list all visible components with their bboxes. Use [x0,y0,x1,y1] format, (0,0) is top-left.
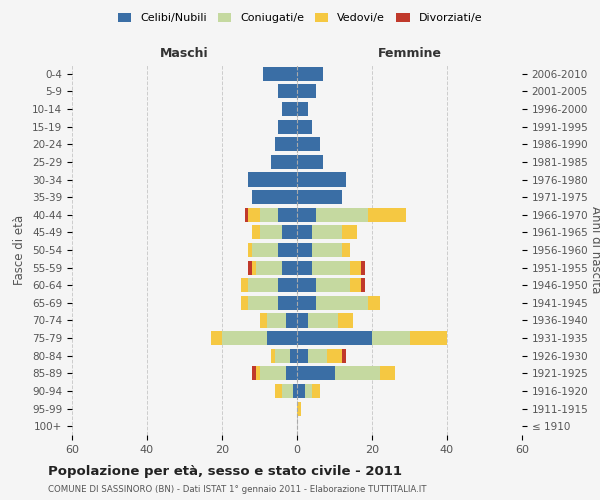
Bar [316,296,368,310]
Bar [342,348,346,363]
Text: Maschi: Maschi [160,46,209,60]
Bar [342,226,357,239]
Bar [290,348,297,363]
Bar [297,208,316,222]
Bar [241,278,248,292]
Bar [293,384,297,398]
Bar [297,155,323,169]
Bar [222,331,267,345]
Bar [252,190,297,204]
Bar [252,226,260,239]
Bar [372,331,409,345]
Bar [245,208,248,222]
Bar [308,348,327,363]
Bar [297,348,308,363]
Bar [260,366,286,380]
Bar [297,102,308,116]
Text: Femmine: Femmine [377,46,442,60]
Bar [267,331,297,345]
Bar [260,208,278,222]
Bar [248,172,297,186]
Bar [256,366,260,380]
Bar [335,366,380,380]
Bar [297,402,301,415]
Bar [297,314,308,328]
Bar [282,102,297,116]
Bar [297,190,342,204]
Bar [275,348,290,363]
Y-axis label: Fasce di età: Fasce di età [13,215,26,285]
Bar [260,314,267,328]
Bar [252,260,256,274]
Bar [316,278,349,292]
Bar [380,366,395,380]
Bar [211,331,222,345]
Bar [252,243,278,257]
Bar [252,366,256,380]
Bar [327,348,342,363]
Bar [275,137,297,152]
Bar [260,226,282,239]
Bar [297,120,312,134]
Bar [278,84,297,98]
Bar [297,67,323,81]
Y-axis label: Anni di nascita: Anni di nascita [589,206,600,294]
Bar [342,243,349,257]
Bar [271,155,297,169]
Bar [278,243,297,257]
Bar [409,331,447,345]
Bar [297,366,335,380]
Bar [361,260,365,274]
Bar [282,226,297,239]
Bar [312,226,342,239]
Bar [297,243,312,257]
Bar [267,314,286,328]
Bar [241,296,248,310]
Bar [297,172,346,186]
Bar [278,208,297,222]
Bar [278,278,297,292]
Bar [297,260,312,274]
Bar [297,331,372,345]
Bar [248,260,252,274]
Bar [286,314,297,328]
Bar [275,384,282,398]
Bar [248,243,252,257]
Bar [312,243,342,257]
Bar [248,208,260,222]
Bar [349,278,361,292]
Bar [349,260,361,274]
Bar [297,278,316,292]
Bar [297,137,320,152]
Bar [312,260,349,274]
Text: COMUNE DI SASSINORO (BN) - Dati ISTAT 1° gennaio 2011 - Elaborazione TUTTITALIA.: COMUNE DI SASSINORO (BN) - Dati ISTAT 1°… [48,485,427,494]
Bar [312,384,320,398]
Bar [248,296,278,310]
Bar [338,314,353,328]
Bar [368,208,406,222]
Bar [256,260,282,274]
Bar [297,84,316,98]
Legend: Celibi/Nubili, Coniugati/e, Vedovi/e, Divorziati/e: Celibi/Nubili, Coniugati/e, Vedovi/e, Di… [113,8,487,28]
Bar [263,67,297,81]
Bar [271,348,275,363]
Bar [282,384,293,398]
Bar [297,296,316,310]
Bar [297,226,312,239]
Bar [278,120,297,134]
Bar [286,366,297,380]
Bar [248,278,278,292]
Bar [368,296,380,310]
Bar [282,260,297,274]
Text: Popolazione per età, sesso e stato civile - 2011: Popolazione per età, sesso e stato civil… [48,465,402,478]
Bar [361,278,365,292]
Bar [305,384,312,398]
Bar [297,384,305,398]
Bar [278,296,297,310]
Bar [308,314,338,328]
Bar [316,208,368,222]
